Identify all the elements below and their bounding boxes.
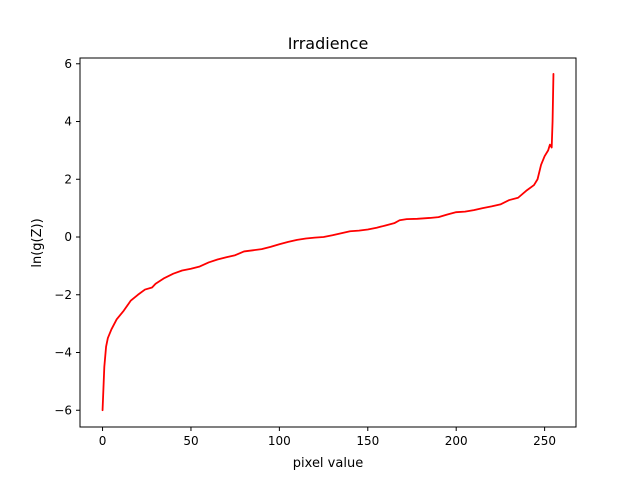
x-tick-label: 200	[445, 434, 468, 448]
y-tick-label: 0	[64, 230, 72, 244]
y-tick-label: 4	[64, 115, 72, 129]
chart-title: Irradience	[288, 34, 369, 53]
plot-lines	[101, 72, 555, 412]
y-axis-label: ln(g(Z))	[30, 218, 45, 267]
x-axis-label: pixel value	[293, 456, 363, 471]
y-axis-ticks: −6 −4 −2 0 2 4 6	[54, 57, 80, 417]
x-axis-ticks: 0 50 100 150 200 250	[99, 427, 556, 448]
y-tick-label: −4	[54, 346, 72, 360]
x-tick-label: 100	[268, 434, 291, 448]
series-line	[101, 72, 555, 412]
y-tick-label: 2	[64, 172, 72, 186]
x-tick-label: 150	[356, 434, 379, 448]
x-tick-label: 50	[183, 434, 198, 448]
plot-frame	[79, 57, 577, 428]
y-tick-label: 6	[64, 57, 72, 71]
y-tick-label: −2	[54, 288, 72, 302]
x-tick-label: 0	[99, 434, 107, 448]
x-tick-label: 250	[533, 434, 556, 448]
y-tick-label: −6	[54, 403, 72, 417]
